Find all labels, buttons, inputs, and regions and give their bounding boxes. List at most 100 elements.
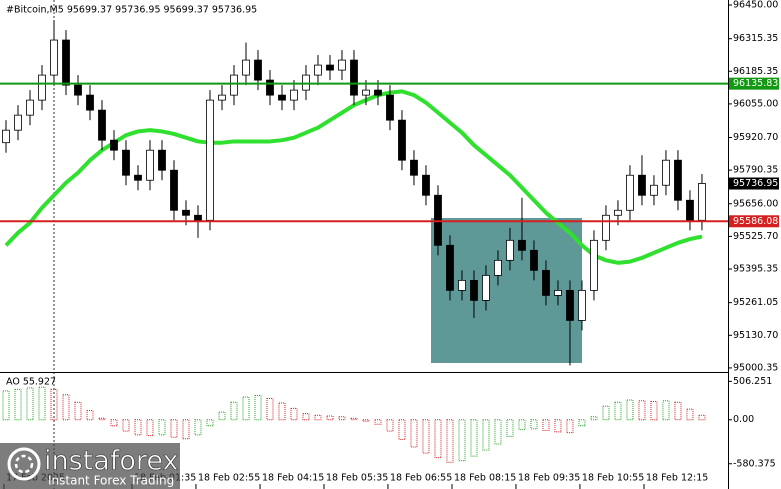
- candle-body: [278, 94, 286, 101]
- candle-body: [266, 79, 274, 96]
- x-tick-label: 18 Feb 05:35: [326, 473, 388, 484]
- level-label-bg: [729, 77, 779, 90]
- ao-bar: [38, 386, 46, 421]
- candle-body: [14, 114, 22, 131]
- candle-body: [398, 119, 406, 161]
- candle-body: [554, 289, 562, 296]
- ao-bar: [602, 405, 610, 421]
- candle-body: [446, 244, 454, 291]
- ao-bar: [14, 388, 22, 421]
- ao-bar: [506, 419, 514, 437]
- candle-body: [458, 279, 466, 291]
- candle-body: [626, 174, 634, 211]
- candle-body: [38, 74, 46, 101]
- candle-body: [182, 209, 190, 216]
- ao-bar: [662, 400, 670, 421]
- ao-bar: [290, 407, 298, 421]
- y-tick-label: 95130.70: [733, 330, 778, 341]
- ao-bar: [194, 419, 202, 436]
- candle-body: [638, 174, 646, 196]
- chart-title: #Bitcoin,M5 95699.37 95736.95 95699.37 9…: [6, 5, 257, 16]
- ao-bar: [446, 419, 454, 463]
- candle-body: [74, 84, 82, 96]
- y-tick-label: -580.375: [733, 458, 776, 469]
- ao-bar: [266, 398, 274, 421]
- candle-body: [26, 99, 34, 116]
- ao-bar: [362, 419, 370, 422]
- candle-body: [314, 64, 322, 76]
- ao-bar: [350, 417, 358, 421]
- ao-bar: [182, 419, 190, 440]
- ao-bar: [278, 402, 286, 421]
- candle-body: [290, 89, 298, 101]
- candle-body: [350, 59, 358, 96]
- ao-bar: [518, 419, 526, 431]
- candle-body: [86, 94, 94, 111]
- candle-body: [494, 259, 502, 276]
- last-price-label: 95736.95: [733, 178, 778, 189]
- candle-body: [698, 183, 706, 221]
- ao-bar: [530, 419, 538, 430]
- candle-body: [218, 94, 226, 101]
- ao-bar: [338, 416, 346, 421]
- y-tick-label: 95525.70: [733, 231, 778, 242]
- candle-body: [410, 159, 418, 176]
- level-label-bg: [729, 215, 779, 228]
- candle-body: [674, 159, 682, 201]
- candle-body: [158, 149, 166, 171]
- watermark-tagline: Instant Forex Trading: [48, 474, 174, 488]
- ao-bar: [554, 419, 562, 433]
- candle-body: [110, 139, 118, 151]
- candle-body: [530, 249, 538, 271]
- candle-body: [302, 74, 310, 91]
- y-tick-label: 95790.35: [733, 165, 778, 176]
- y-tick-label: 95920.70: [733, 132, 778, 143]
- y-tick-label: 96315.35: [733, 33, 778, 44]
- ao-bar: [470, 419, 478, 457]
- candle-body: [602, 214, 610, 241]
- candle-body: [170, 169, 178, 211]
- price-panel: 96450.00 96315.35 96185.35 96055.00 95920.70…: [0, 0, 779, 373]
- ao-bar: [386, 419, 394, 432]
- candle-body: [482, 274, 490, 301]
- candle-body: [326, 64, 334, 71]
- last-price-bg: [729, 177, 779, 190]
- candle-body: [62, 39, 70, 86]
- candle-body: [686, 199, 694, 221]
- candle-body: [566, 289, 574, 321]
- ao-bar: [638, 400, 646, 421]
- watermark: instaforex Instant Forex Trading: [0, 443, 180, 489]
- ao-bar: [326, 415, 334, 421]
- candle-body: [206, 99, 214, 221]
- candle-body: [470, 279, 478, 301]
- ao-bar: [674, 401, 682, 421]
- ao-bar: [566, 419, 574, 434]
- logo-ring: [7, 447, 41, 481]
- ao-bar: [590, 416, 598, 421]
- x-tick-label: 18 Feb 12:15: [646, 473, 708, 484]
- ao-bar: [482, 419, 490, 451]
- ao-bar: [218, 411, 226, 421]
- ao-bar: [374, 419, 382, 425]
- ao-bar: [398, 419, 406, 440]
- moving-average: [4, 89, 703, 265]
- candle-body: [134, 174, 142, 181]
- ao-bar: [614, 401, 622, 421]
- candle-body: [230, 74, 238, 96]
- y-tick-label: 96185.35: [733, 66, 778, 77]
- candle-body: [362, 89, 370, 96]
- ao-bar: [206, 419, 214, 427]
- ao-bar: [458, 419, 466, 462]
- candle-body: [578, 289, 586, 321]
- candle-body: [254, 59, 262, 81]
- y-tick-label: 95261.05: [733, 297, 778, 308]
- ao-bar: [86, 410, 94, 421]
- candle-body: [422, 174, 430, 196]
- ao-bar: [134, 419, 142, 436]
- ao-bar: [50, 388, 58, 421]
- ao-bar: [542, 419, 550, 431]
- ao-bar: [494, 419, 502, 445]
- candle-body: [614, 209, 622, 216]
- ao-bar: [698, 414, 706, 421]
